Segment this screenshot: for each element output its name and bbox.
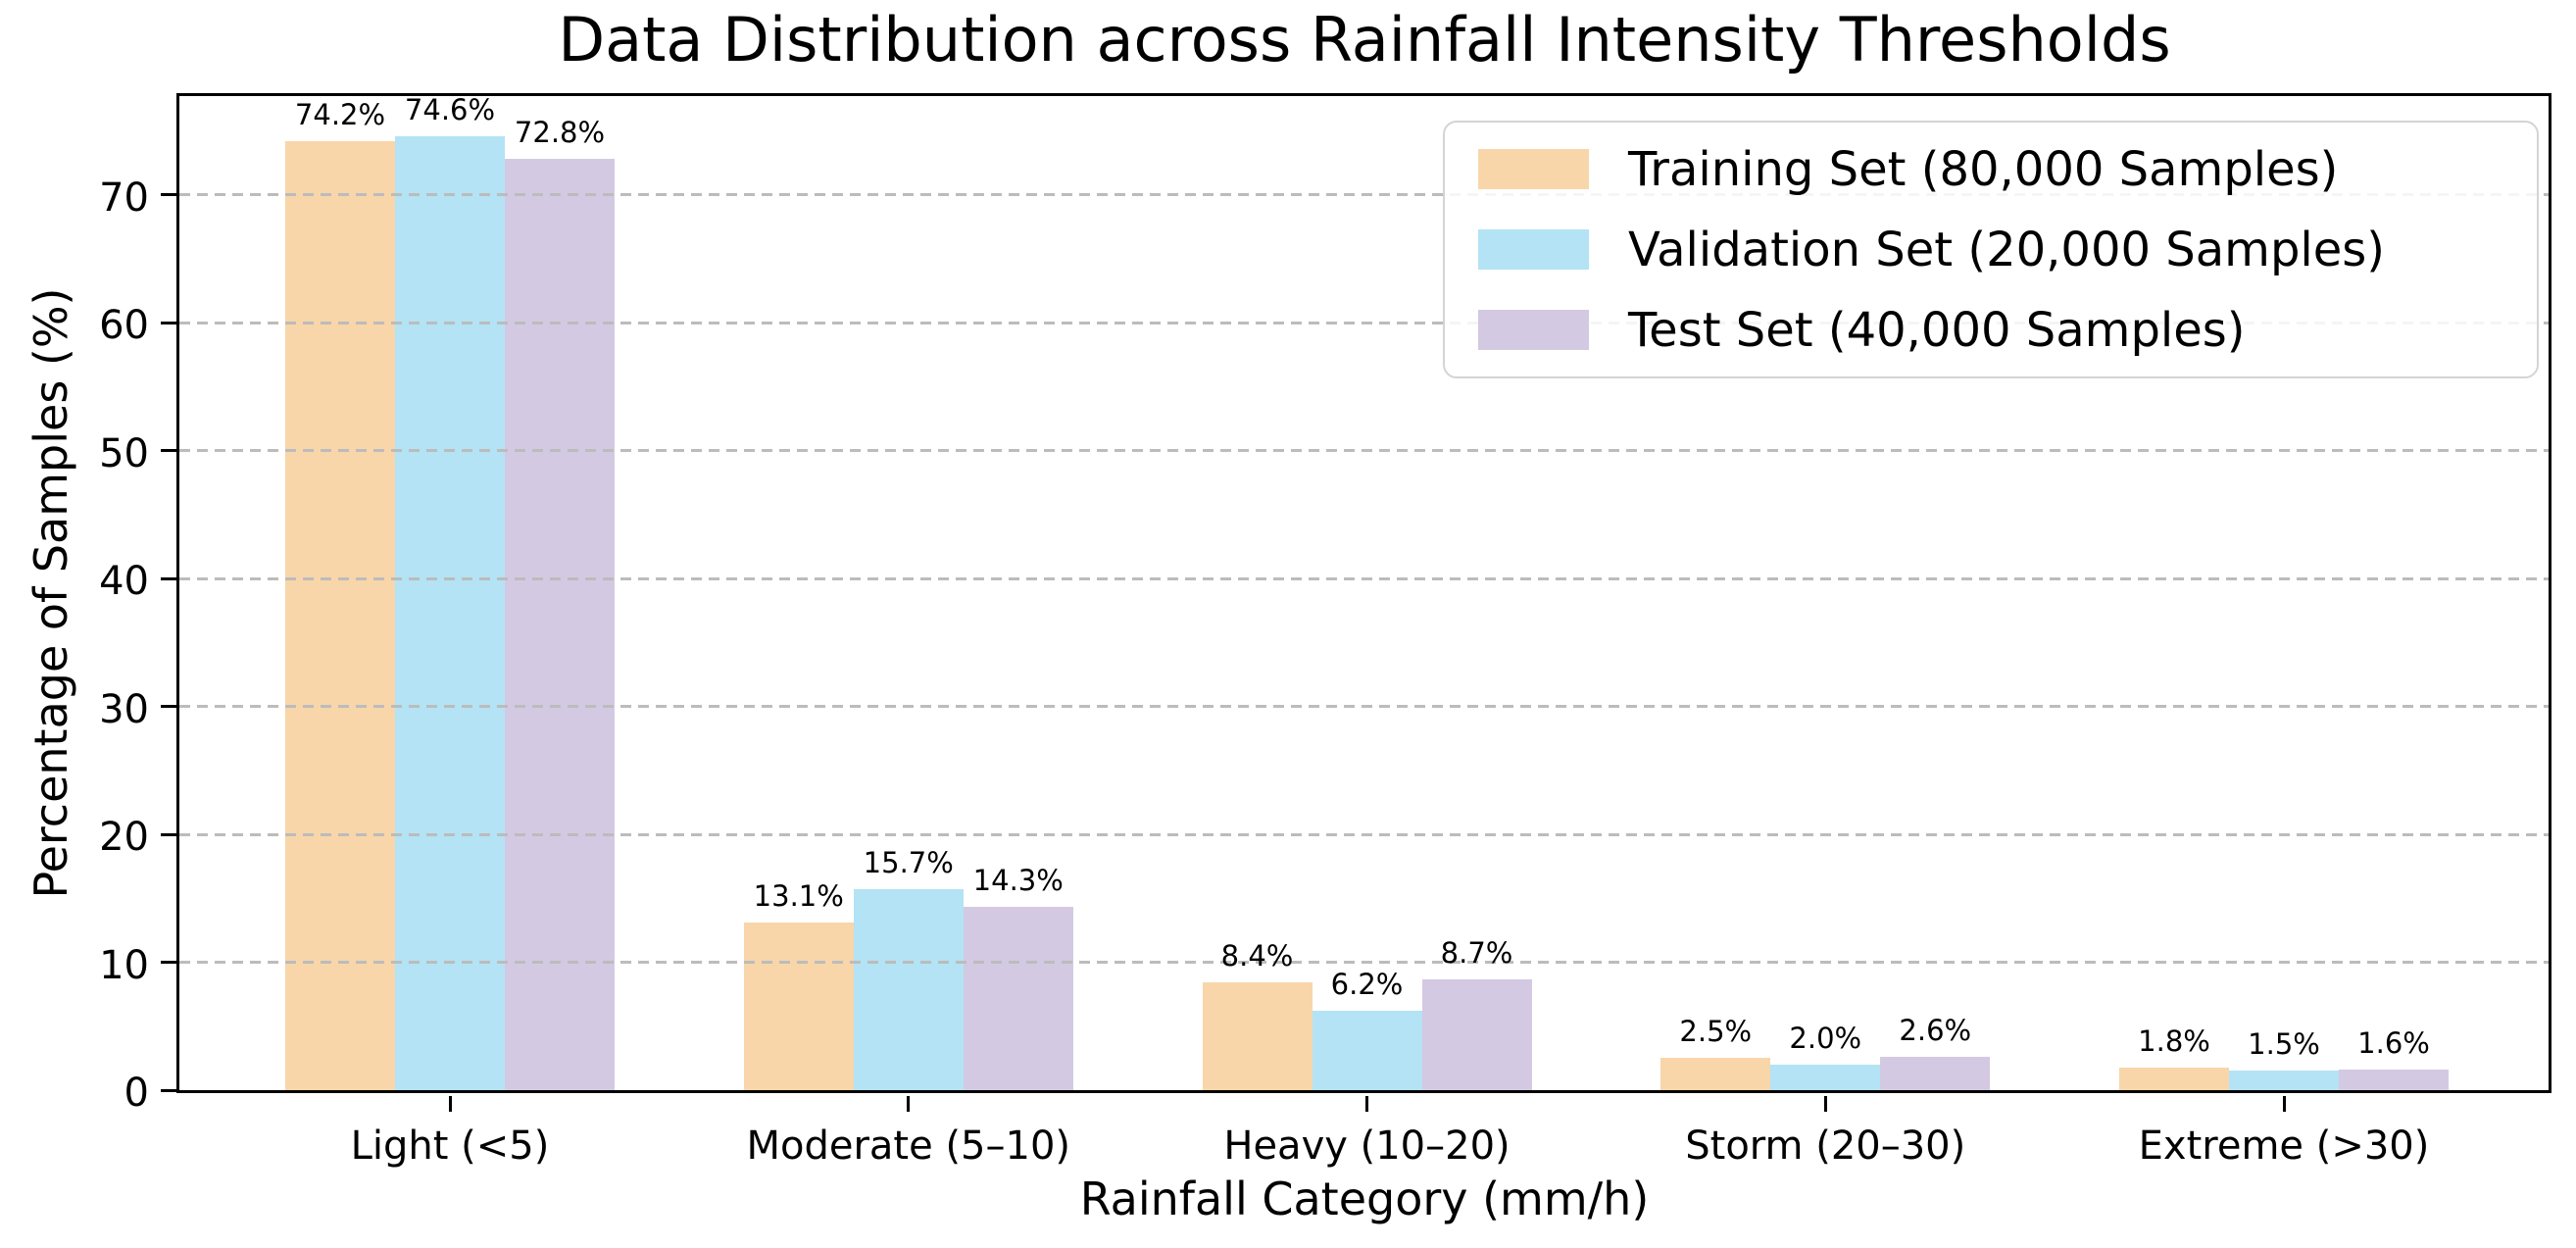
bar — [1202, 982, 1313, 1090]
y-tick-mark — [161, 321, 176, 324]
legend-item: Validation Set (20,000 Samples) — [1478, 222, 2503, 277]
bar — [2339, 1070, 2449, 1090]
chart-title: Data Distribution across Rainfall Intens… — [558, 4, 2171, 75]
y-tick-mark — [161, 832, 176, 836]
x-tick-label: Moderate (5–10) — [746, 1123, 1071, 1169]
y-tick-mark — [161, 576, 176, 580]
legend-item: Test Set (40,000 Samples) — [1478, 302, 2503, 358]
y-tick-mark — [161, 193, 176, 197]
bar-value-label: 72.8% — [514, 116, 606, 150]
x-tick-mark — [448, 1096, 452, 1112]
legend-label: Training Set (80,000 Samples) — [1628, 141, 2339, 197]
y-tick-mark — [161, 961, 176, 965]
bar — [2119, 1067, 2229, 1090]
y-tick-mark — [161, 1088, 176, 1092]
x-tick-label: Storm (20–30) — [1685, 1123, 1966, 1169]
bar — [285, 141, 395, 1090]
y-tick-label: 70 — [99, 175, 149, 221]
bar — [505, 159, 615, 1090]
bar-value-label: 74.6% — [404, 92, 496, 126]
x-tick-mark — [2282, 1096, 2286, 1112]
bar-value-label: 8.4% — [1220, 939, 1294, 973]
bar-value-label: 1.6% — [2357, 1026, 2430, 1061]
bar-value-label: 6.2% — [1330, 968, 1404, 1002]
bar — [743, 923, 854, 1090]
y-tick-label: 0 — [124, 1071, 149, 1116]
bar — [1312, 1011, 1422, 1090]
bar-value-label: 2.0% — [1789, 1021, 1862, 1055]
bar — [395, 135, 505, 1090]
bar-value-label: 8.7% — [1440, 935, 1513, 970]
y-tick-label: 30 — [99, 686, 149, 732]
bar — [1880, 1057, 1991, 1090]
legend-item: Training Set (80,000 Samples) — [1478, 141, 2503, 197]
y-tick-mark — [161, 449, 176, 453]
bar-value-label: 2.5% — [1679, 1015, 1753, 1049]
bar — [853, 889, 964, 1090]
bar-value-label: 14.3% — [972, 864, 1064, 898]
bar-value-label: 2.6% — [1899, 1014, 1972, 1048]
x-tick-mark — [907, 1096, 911, 1112]
y-axis-label: Percentage of Samples (%) — [25, 287, 77, 899]
legend-swatch-test — [1478, 310, 1589, 350]
y-tick-label: 60 — [99, 303, 149, 349]
x-tick-mark — [1823, 1096, 1827, 1112]
bar-value-label: 15.7% — [863, 846, 954, 880]
bar-value-label: 1.8% — [2138, 1023, 2210, 1058]
legend: Training Set (80,000 Samples) Validation… — [1443, 121, 2539, 378]
legend-swatch-validation — [1478, 229, 1589, 270]
bar — [2229, 1071, 2339, 1090]
y-tick-mark — [161, 705, 176, 709]
bar — [1421, 978, 1532, 1090]
x-tick-mark — [1365, 1096, 1368, 1112]
x-axis-label: Rainfall Category (mm/h) — [1079, 1173, 1650, 1225]
y-tick-label: 10 — [99, 942, 149, 988]
y-tick-label: 20 — [99, 815, 149, 861]
x-tick-label: Heavy (10–20) — [1223, 1123, 1511, 1169]
bar — [1660, 1058, 1771, 1090]
bar-value-label: 1.5% — [2248, 1027, 2320, 1062]
bar — [1770, 1064, 1881, 1090]
bar-value-label: 13.1% — [753, 879, 844, 914]
legend-swatch-training — [1478, 149, 1589, 189]
x-tick-label: Extreme (>30) — [2138, 1123, 2430, 1169]
y-tick-label: 40 — [99, 559, 149, 605]
bar — [963, 907, 1073, 1090]
bar-value-label: 74.2% — [294, 98, 386, 132]
legend-label: Validation Set (20,000 Samples) — [1628, 222, 2386, 277]
x-tick-label: Light (<5) — [350, 1123, 550, 1169]
y-tick-label: 50 — [99, 430, 149, 476]
legend-label: Test Set (40,000 Samples) — [1628, 302, 2246, 358]
